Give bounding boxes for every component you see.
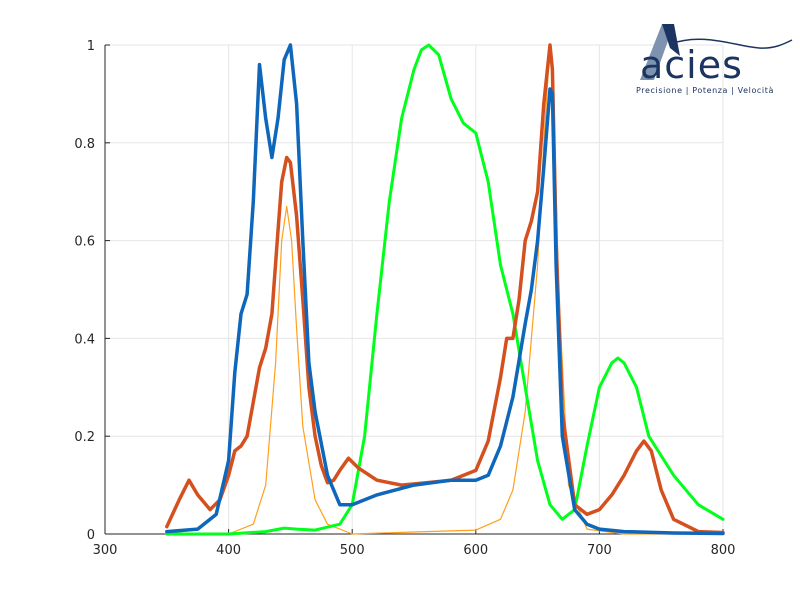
x-tick-label: 500 bbox=[340, 543, 365, 558]
x-tick-label: 700 bbox=[587, 543, 612, 558]
series-line-2 bbox=[165, 43, 725, 536]
logo-wordmark: acies bbox=[640, 43, 743, 87]
x-tick-label: 800 bbox=[711, 543, 736, 558]
y-tick-label: 0.8 bbox=[74, 137, 95, 152]
x-tick-label: 400 bbox=[216, 543, 241, 558]
series-line-1 bbox=[166, 44, 724, 535]
logo-tagline: Precisione | Potenza | Velocità bbox=[636, 86, 774, 95]
y-tick-label: 0.4 bbox=[74, 332, 95, 347]
y-tick-label: 0.2 bbox=[74, 430, 95, 445]
series-group bbox=[165, 43, 725, 536]
x-tick-label: 300 bbox=[93, 543, 118, 558]
acies-logo: acies Precisione | Potenza | Velocità bbox=[634, 18, 794, 98]
tick-labels: 300 400 500 600 700 800 0 0.2 0.4 0.6 0.8 1 bbox=[74, 39, 735, 558]
series-line-3 bbox=[165, 43, 725, 535]
y-tick-label: 1 bbox=[87, 39, 95, 54]
y-tick-label: 0.6 bbox=[74, 235, 95, 250]
grid bbox=[105, 44, 724, 534]
x-tick-label: 600 bbox=[463, 543, 488, 558]
y-tick-label: 0 bbox=[87, 528, 95, 543]
series-line-4 bbox=[165, 43, 725, 536]
logo-mark-icon bbox=[640, 24, 793, 80]
